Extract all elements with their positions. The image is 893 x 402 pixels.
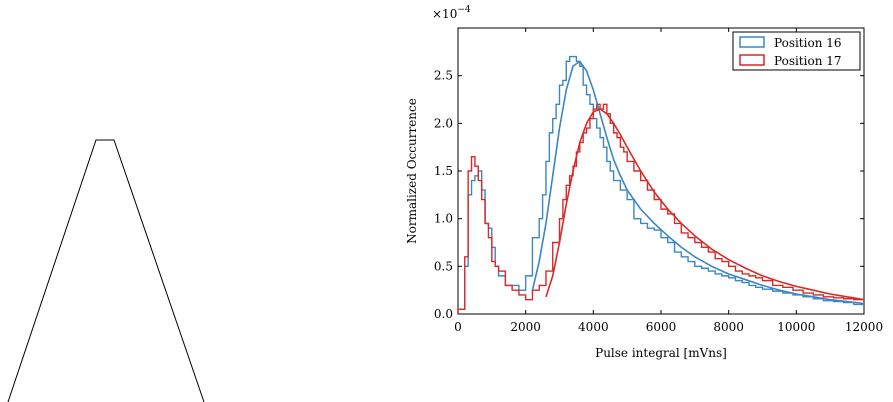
x-tick-label: 0 (454, 320, 462, 334)
legend-label-position-16: Position 16 (774, 36, 842, 50)
x-tick-label: 8000 (713, 320, 744, 334)
series-layer (457, 55, 865, 314)
histogram-position-16 (457, 55, 864, 314)
x-tick-label: 2000 (510, 320, 541, 334)
legend-label-position-17: Position 17 (774, 54, 842, 68)
plot-frame (457, 27, 865, 315)
legend: Position 16 Position 17 (732, 31, 861, 71)
y-tick-label: 2.5 (434, 69, 453, 83)
fit-curve-position-17 (545, 108, 865, 301)
x-tick-label: 4000 (578, 320, 609, 334)
legend-swatch-position-16 (739, 36, 765, 48)
y-tick-label: 1.0 (434, 212, 453, 226)
y-axis-label: Normalized Occurrence (405, 98, 419, 244)
fit-curve-position-16 (531, 60, 865, 305)
x-axis-label: Pulse integral [mVns] (595, 346, 727, 360)
y-axis: 0.0 0.5 1.0 1.5 2.0 2.5 (434, 69, 864, 321)
x-tick-label: 6000 (646, 320, 677, 334)
legend-box (732, 31, 861, 71)
y-tick-label: 0.0 (434, 307, 453, 321)
y-tick-label: 0.5 (434, 259, 453, 273)
y-tick-label: 1.5 (434, 164, 453, 178)
y-tick-label: 2.0 (434, 116, 453, 130)
x-tick-label: 10000 (777, 320, 815, 334)
y-multiplier-label: ×10−4 (432, 5, 471, 21)
x-tick-label: 12000 (845, 320, 883, 334)
trapezoid-schematic (7, 139, 205, 402)
chart-area: 0 2000 4000 6000 8000 10000 12000 0.0 0.5 1.0 1.5… (405, 5, 883, 360)
legend-swatch-position-17 (739, 54, 765, 66)
histogram-position-17 (457, 103, 864, 314)
x-axis: 0 2000 4000 6000 8000 10000 12000 (454, 28, 883, 334)
